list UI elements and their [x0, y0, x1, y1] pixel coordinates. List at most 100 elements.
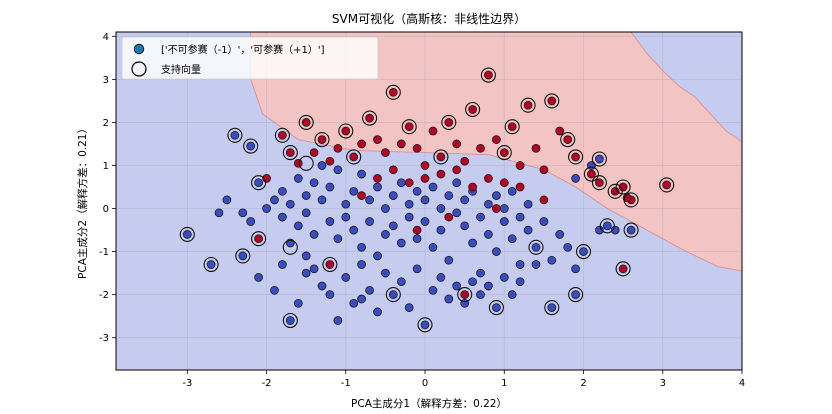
y-axis: -3 -2 -1 0 1 2 3 4 [99, 32, 116, 344]
point-negative [492, 191, 501, 200]
support-vector [385, 84, 401, 100]
point-negative [412, 186, 422, 196]
support-vector [583, 166, 599, 182]
point-negative [412, 234, 422, 244]
point-negative [388, 290, 398, 299]
point-negative [381, 230, 390, 239]
point-negative [317, 281, 327, 291]
point-negative [444, 294, 454, 304]
point-negative [373, 182, 382, 192]
point-positive [531, 143, 541, 153]
point-negative [301, 251, 311, 261]
point-negative [293, 298, 303, 308]
point-negative [484, 230, 493, 239]
y-tick-label: 3 [103, 75, 109, 86]
point-negative [476, 290, 485, 299]
point-positive [484, 70, 493, 80]
support-vector [251, 175, 267, 191]
point-positive [618, 182, 628, 192]
point-negative [325, 182, 335, 192]
point-negative [602, 221, 612, 231]
point-positive [333, 143, 343, 153]
point-negative [301, 268, 311, 278]
point-positive [555, 126, 565, 136]
point-positive [618, 264, 628, 274]
chart-title: SVM可视化（高斯核：非线性边界） [332, 11, 526, 26]
x-tick-label: -3 [182, 378, 192, 389]
support-vector [544, 93, 560, 109]
point-negative [571, 174, 580, 183]
point-negative [420, 217, 430, 226]
point-positive [373, 135, 382, 144]
point-negative [333, 316, 343, 325]
point-negative [270, 195, 279, 205]
point-negative [420, 195, 430, 205]
support-vector [338, 123, 354, 139]
point-negative [182, 230, 192, 239]
point-negative [484, 199, 493, 209]
support-vector [243, 138, 259, 154]
support-vector [282, 145, 298, 161]
support-vector [322, 256, 338, 273]
point-positive [444, 118, 454, 127]
point-negative [388, 221, 398, 231]
support-vector [568, 287, 584, 303]
point-negative [428, 285, 438, 295]
support-vector [314, 132, 330, 148]
point-positive [357, 191, 366, 200]
point-positive [341, 126, 351, 136]
point-positive [436, 152, 446, 162]
y-tick-label: -2 [99, 290, 109, 301]
point-positive [412, 225, 422, 235]
point-negative [523, 199, 533, 209]
support-vector [282, 239, 298, 255]
point-positive [499, 148, 509, 157]
point-negative [222, 195, 232, 205]
point-negative [579, 247, 588, 256]
point-positive [484, 174, 493, 183]
point-positive [373, 174, 382, 183]
y-tick-label: -1 [99, 247, 109, 258]
point-negative [499, 204, 509, 213]
support-vector [298, 114, 314, 130]
x-tick-label: -2 [262, 378, 272, 389]
support-vector [568, 149, 584, 165]
support-vector [607, 183, 623, 199]
point-positive [325, 260, 335, 269]
support-vector [591, 175, 607, 191]
point-positive [610, 186, 620, 196]
point-positive [492, 135, 501, 144]
point-negative [317, 195, 327, 205]
point-negative [404, 199, 414, 209]
point-positive [539, 165, 549, 175]
point-negative [309, 178, 319, 188]
point-negative [238, 251, 248, 261]
point-negative [531, 242, 541, 252]
point-negative [547, 255, 557, 265]
support-vector [227, 127, 243, 143]
point-negative [357, 260, 366, 269]
point-negative [396, 238, 406, 248]
point-negative [309, 264, 319, 274]
point-negative [515, 212, 525, 222]
support-vector [433, 149, 449, 165]
support-vector [179, 226, 195, 242]
legend: ['不可参赛（-1）'，'可参赛（+1）'] 支持向量 [121, 36, 379, 80]
support-vector [560, 132, 576, 148]
point-negative [460, 221, 470, 231]
point-negative [507, 186, 517, 196]
point-positive [587, 169, 596, 179]
point-positive [404, 178, 414, 188]
support-vector [496, 145, 512, 161]
point-negative [357, 294, 366, 304]
support-vector [251, 231, 267, 247]
point-negative [349, 186, 359, 196]
point-negative [452, 178, 462, 188]
point-positive [492, 204, 501, 213]
point-negative [396, 277, 406, 287]
legend-marker-support-vector [131, 61, 147, 77]
point-positive [278, 130, 287, 140]
point-positive [285, 148, 295, 157]
point-negative [452, 208, 462, 218]
